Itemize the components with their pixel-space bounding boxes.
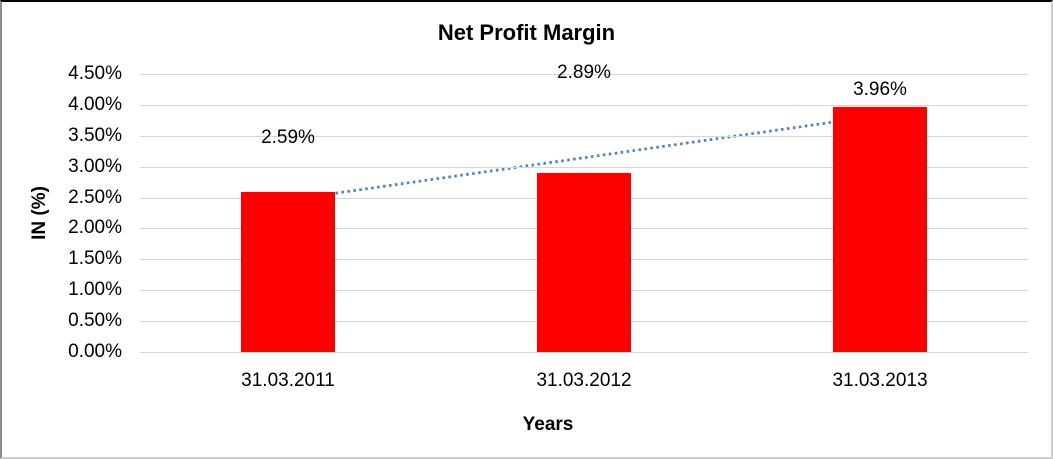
chart-title: Net Profit Margin bbox=[437, 20, 616, 45]
data-label-31.03.2011: 2.59% bbox=[261, 127, 315, 148]
gridline bbox=[140, 104, 1028, 106]
y-axis-tick-label: 2.00% bbox=[68, 217, 122, 239]
y-axis-tick-label: 0.00% bbox=[68, 341, 122, 362]
bar-31.03.2013 bbox=[833, 107, 927, 352]
bar-31.03.2011 bbox=[241, 192, 335, 352]
y-axis-tick-label: 2.50% bbox=[68, 186, 122, 208]
gridline bbox=[140, 352, 1028, 353]
x-axis-tick-label: 31.03.2013 bbox=[832, 370, 928, 391]
y-axis-tick-label: 3.50% bbox=[68, 124, 122, 146]
y-axis-tick-label: 4.50% bbox=[68, 63, 122, 84]
x-axis-tick-label: 31.03.2011 bbox=[241, 370, 335, 391]
plot-area bbox=[140, 74, 1028, 353]
data-label-31.03.2013: 3.96% bbox=[853, 79, 907, 100]
gridline bbox=[140, 74, 1028, 75]
bar-31.03.2012 bbox=[537, 173, 631, 352]
data-label-31.03.2012: 2.89% bbox=[557, 62, 611, 83]
y-axis-tick-label: 3.00% bbox=[68, 155, 122, 177]
trendline bbox=[287, 114, 881, 202]
y-axis-tick-label: 1.50% bbox=[68, 248, 122, 270]
gridline bbox=[140, 166, 1028, 168]
gridline bbox=[140, 135, 1028, 137]
y-axis-tick-label: 4.00% bbox=[68, 93, 122, 115]
y-axis-tick-label: 0.50% bbox=[68, 310, 122, 332]
x-axis-title: Years bbox=[522, 414, 574, 435]
x-axis-tick-label: 31.03.2012 bbox=[536, 370, 632, 391]
y-axis-tick-label: 1.00% bbox=[68, 279, 122, 301]
